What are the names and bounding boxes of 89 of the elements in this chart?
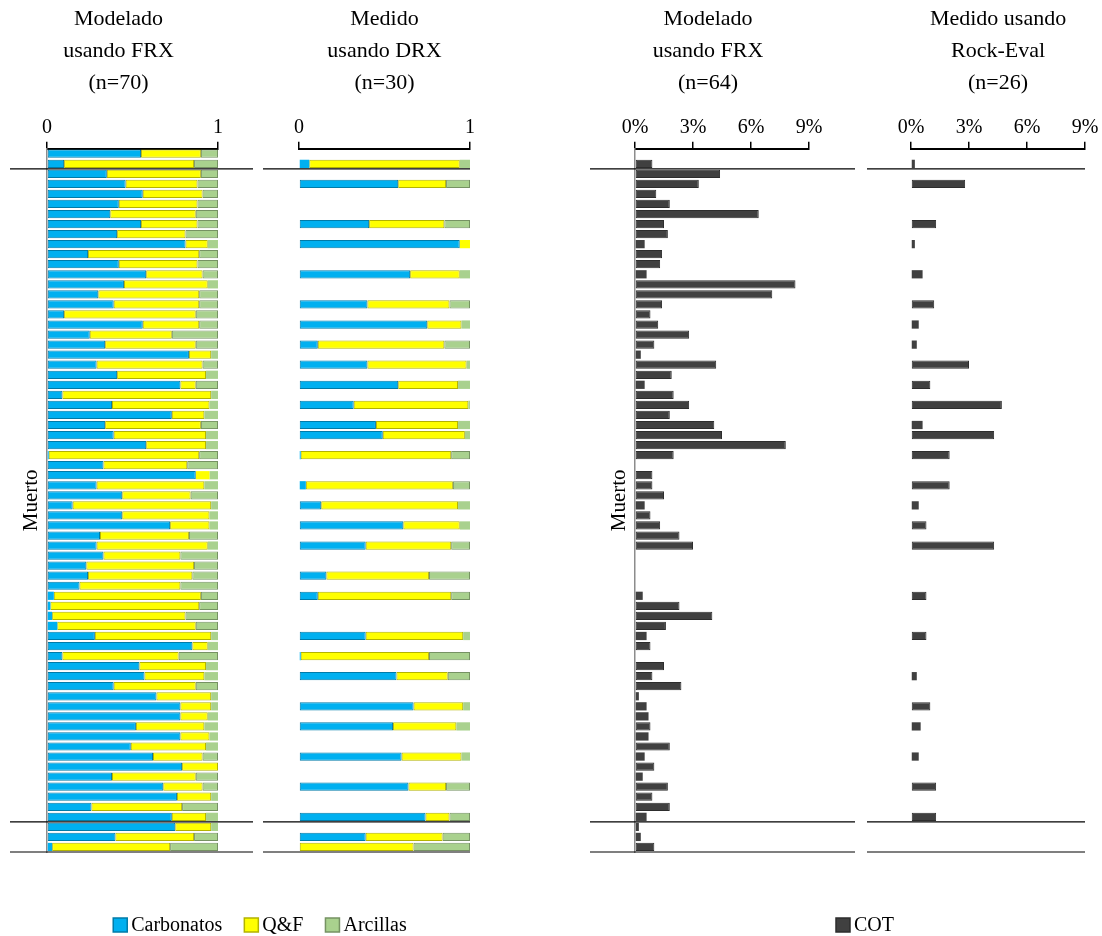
x-tick-label: 6% xyxy=(1013,114,1041,137)
x-tick-label: 0% xyxy=(897,114,925,137)
bar xyxy=(204,672,218,681)
bar xyxy=(911,420,923,430)
bar xyxy=(911,752,919,761)
bar xyxy=(635,812,647,821)
bar xyxy=(635,350,641,359)
bar xyxy=(635,702,647,711)
bar xyxy=(461,752,470,761)
x-tick-label: 3% xyxy=(955,114,983,137)
bar xyxy=(211,631,218,641)
bar xyxy=(911,320,919,329)
legend-label: Carbonatos xyxy=(131,913,223,936)
bar xyxy=(207,240,218,249)
bar xyxy=(463,631,470,641)
bar xyxy=(635,822,639,831)
bar xyxy=(209,471,218,480)
bar xyxy=(911,501,919,510)
legend-label: Arcillas xyxy=(343,913,407,936)
bar xyxy=(635,732,649,741)
bar xyxy=(204,481,218,490)
bar xyxy=(209,400,218,410)
chart-title: Medido usando Rock-Eval (n=26) xyxy=(929,4,1067,94)
bar xyxy=(635,772,643,781)
bar xyxy=(211,792,218,801)
x-tick-label: 3% xyxy=(679,114,707,137)
bar xyxy=(464,430,470,440)
bar xyxy=(206,662,218,671)
bar xyxy=(459,270,470,279)
bar xyxy=(635,591,643,600)
bar xyxy=(635,240,645,249)
bar xyxy=(458,380,470,389)
bar xyxy=(635,752,645,761)
chart-title: Modelado usando FRX (n=70) xyxy=(63,4,174,94)
bar xyxy=(456,722,470,731)
bar xyxy=(204,410,218,420)
chart-title: Medido usando DRX (n=30) xyxy=(327,4,442,94)
bar xyxy=(911,672,917,681)
bar xyxy=(211,692,218,701)
bar xyxy=(211,390,218,399)
x-tick-label: 0 xyxy=(42,114,52,137)
bar xyxy=(211,702,218,711)
x-tick-label: 9% xyxy=(795,114,823,137)
legend-label: COT xyxy=(854,913,894,936)
bar xyxy=(461,320,470,329)
x-tick-label: 6% xyxy=(737,114,765,137)
bar xyxy=(458,501,470,510)
bar xyxy=(635,380,645,389)
chart-title: Modelado usando FRX (n=64) xyxy=(652,4,764,94)
bar xyxy=(911,340,917,349)
bar xyxy=(635,270,647,279)
bar xyxy=(635,832,641,842)
bar xyxy=(458,420,470,430)
bar xyxy=(207,641,218,651)
y-axis-title: Muerto xyxy=(606,469,631,532)
bar xyxy=(911,722,921,731)
legend-label: Q&F xyxy=(262,913,304,936)
bar xyxy=(207,280,218,289)
bar xyxy=(206,370,218,379)
bar xyxy=(635,501,645,510)
bar xyxy=(911,270,923,279)
bar xyxy=(635,692,639,701)
bar xyxy=(635,712,649,721)
bar xyxy=(911,159,915,168)
x-tick-label: 9% xyxy=(1071,114,1099,137)
bar xyxy=(911,240,915,249)
bar xyxy=(459,240,470,249)
x-tick-label: 1 xyxy=(213,114,223,137)
bar xyxy=(47,591,54,600)
bar xyxy=(211,350,218,359)
x-tick-label: 0% xyxy=(621,114,649,137)
bar xyxy=(635,631,647,641)
bar xyxy=(206,812,218,821)
bar xyxy=(299,159,310,168)
bar xyxy=(459,521,470,530)
x-tick-label: 1 xyxy=(465,114,475,137)
bar xyxy=(207,712,218,721)
bar xyxy=(211,822,218,831)
bar xyxy=(206,440,218,450)
bar xyxy=(463,702,470,711)
y-axis-title: Muerto xyxy=(18,469,43,532)
bar xyxy=(206,430,218,440)
bar xyxy=(211,501,218,510)
x-tick-label: 0 xyxy=(294,114,304,137)
bar xyxy=(459,159,470,168)
bar xyxy=(195,471,210,480)
bar xyxy=(299,481,306,490)
bar xyxy=(207,541,218,550)
bar xyxy=(47,621,58,631)
